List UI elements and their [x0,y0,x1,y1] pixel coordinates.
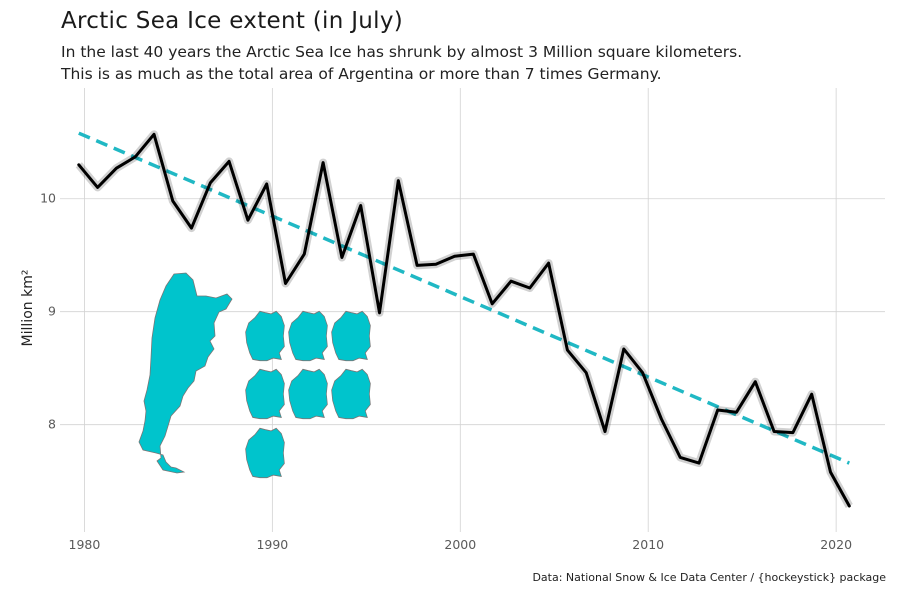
germany-map [245,310,285,362]
x-tick-label: 2000 [444,537,476,552]
axes: 1980 1990 2000 2010 2020 8 9 10 [40,191,852,552]
argentina-map [138,272,233,474]
subtitle-line-2: This is as much as the total area of Arg… [61,65,662,83]
data-series [75,130,853,508]
x-tick-label: 2020 [820,537,852,552]
germany-map [331,368,371,420]
germany-map [288,310,328,362]
germany-map [331,310,371,362]
chart-title: Arctic Sea Ice extent (in July) [61,8,404,34]
subtitle-line-1: In the last 40 years the Arctic Sea Ice … [61,43,743,61]
chart-subtitle: In the last 40 years the Arctic Sea Ice … [61,41,742,85]
germany-map [245,427,285,479]
y-tick-label: 8 [48,417,56,432]
y-tick-label: 10 [40,191,56,206]
x-tick-label: 2010 [632,537,664,552]
y-axis-label: Million km² [20,270,36,347]
germany-map [288,368,328,420]
chart-caption: Data: National Snow & Ice Data Center / … [532,571,886,584]
area-comparison-maps [138,272,371,479]
y-tick-label: 9 [48,304,56,319]
x-tick-label: 1990 [256,537,288,552]
x-tick-label: 1980 [69,537,101,552]
series-line [77,132,851,508]
germany-map [245,368,285,420]
